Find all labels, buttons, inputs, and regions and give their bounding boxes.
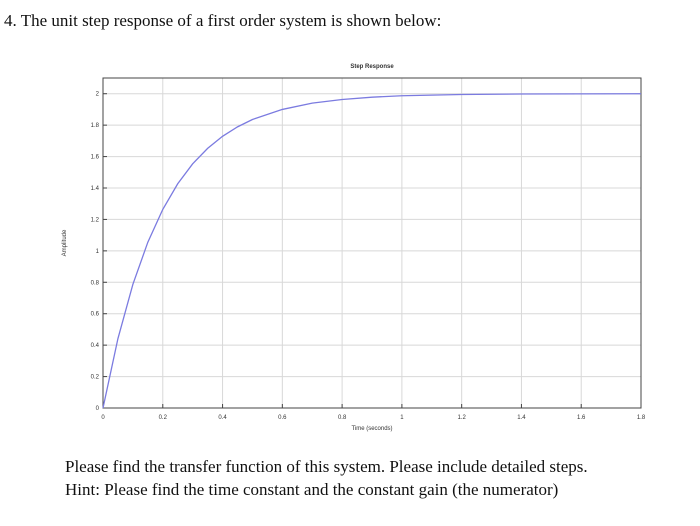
y-axis-label: Amplitude [62, 229, 68, 256]
instruction: Hint: Please find the time constant and … [65, 480, 558, 499]
x-axis-label: Time (seconds) [351, 426, 392, 432]
y-tick-label: 1.4 [91, 186, 100, 192]
x-tick-label: 0 [101, 415, 105, 421]
question: 4. The unit step response of a first ord… [4, 11, 441, 30]
y-tick-label: 1.2 [91, 217, 100, 223]
x-tick-label: 1.4 [517, 415, 526, 421]
x-tick-label: 0.2 [159, 415, 168, 421]
x-tick-label: 0.8 [338, 415, 347, 421]
x-tick-label: 1 [400, 415, 404, 421]
y-tick-label: 0.4 [91, 343, 100, 349]
y-tick-label: 1.6 [91, 155, 100, 161]
chart-title: Step Response [350, 64, 394, 70]
y-tick-label: 0.2 [91, 375, 100, 381]
instruction: Please find the transfer function of thi… [65, 457, 588, 476]
x-tick-label: 1.8 [637, 415, 646, 421]
y-tick-label: 0 [96, 406, 100, 412]
y-tick-label: 0.6 [91, 312, 100, 318]
y-tick-label: 2 [96, 92, 100, 98]
y-tick-label: 1.8 [91, 123, 100, 129]
plot-area [103, 78, 641, 408]
x-tick-label: 1.2 [457, 415, 466, 421]
y-tick-label: 0.8 [91, 280, 100, 286]
x-tick-label: 0.6 [278, 415, 287, 421]
plot-frame [102, 77, 642, 409]
step-response-line [102, 93, 642, 409]
x-tick-label: 0.4 [218, 415, 227, 421]
x-tick-label: 1.6 [577, 415, 586, 421]
y-tick-label: 1 [96, 249, 100, 255]
